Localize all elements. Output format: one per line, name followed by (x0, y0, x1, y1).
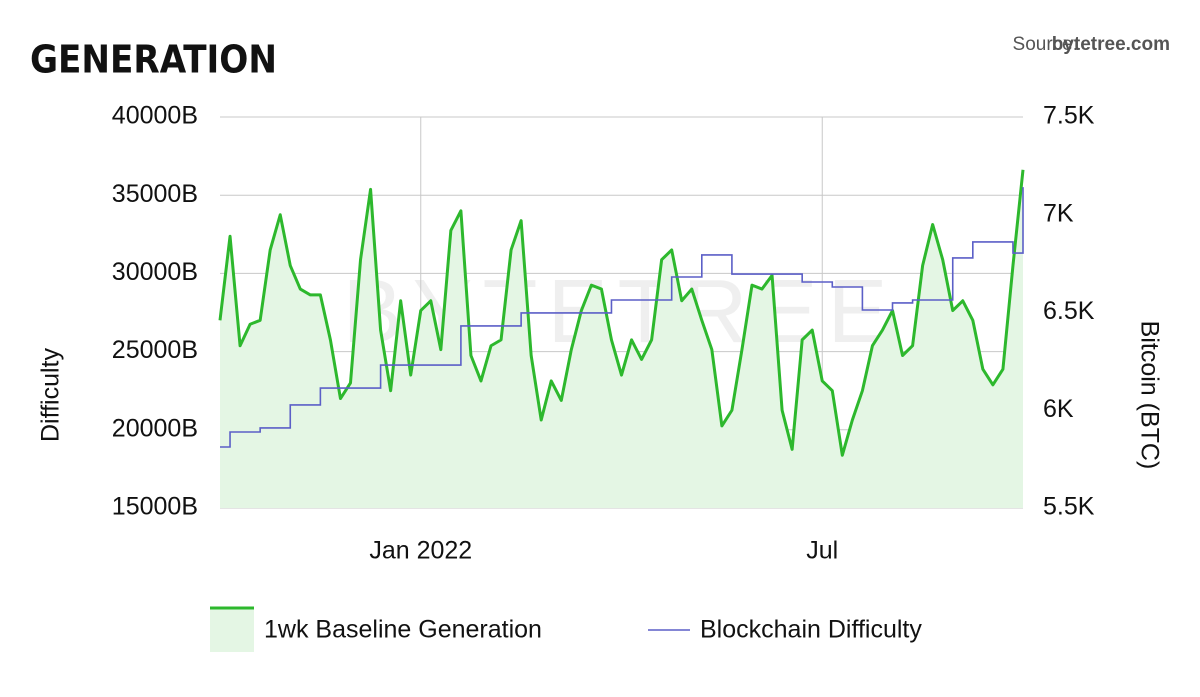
y-tick-label: 35000B (112, 180, 198, 208)
y-tick-label: 25000B (112, 336, 198, 364)
y-tick-label: 20000B (112, 414, 198, 442)
line (218, 169, 1025, 457)
x-tick-label: Jul (806, 537, 838, 565)
x-tick-label: Jan 2022 (369, 537, 472, 565)
y2-tick-label: 6K (1043, 395, 1074, 423)
source-label: Source: (1013, 34, 1078, 55)
legend-label: Blockchain Difficulty (700, 616, 922, 644)
step-line (220, 187, 1024, 448)
chart-title: GENERATION (30, 38, 277, 82)
y-tick-label: 15000B (112, 493, 198, 521)
y-tick-label: 40000B (112, 102, 198, 130)
y2-tick-label: 7K (1043, 199, 1074, 227)
area-fill (220, 169, 1023, 508)
legend-swatch (210, 607, 254, 652)
y2-tick-label: 5.5K (1043, 493, 1095, 521)
y-axis-title: Difficulty (37, 348, 65, 443)
y2-tick-label: 6.5K (1043, 297, 1095, 325)
y-tick-label: 30000B (112, 258, 198, 286)
y2-axis-title: Bitcoin (BTC) (1135, 321, 1163, 470)
y2-tick-label: 7.5K (1043, 102, 1095, 130)
source: bytetree.com (1052, 34, 1170, 55)
legend-label: 1wk Baseline Generation (264, 616, 542, 644)
